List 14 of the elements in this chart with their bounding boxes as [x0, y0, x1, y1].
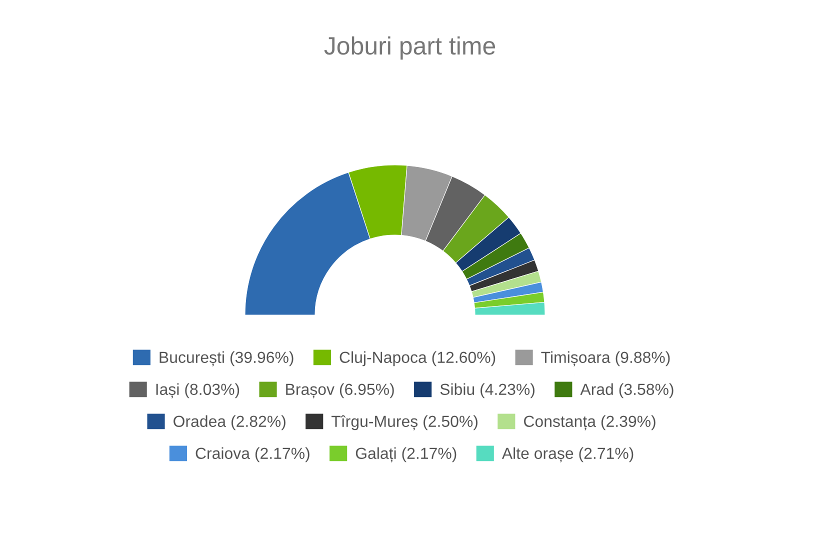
legend-label: Arad (3.58%): [580, 383, 674, 398]
legend-label: Craiova (2.17%): [196, 447, 310, 462]
legend-label: Sibiu (4.23%): [440, 383, 534, 398]
legend-label: Tîrgu-Mureș (2.50%): [332, 415, 478, 430]
chart-title: Joburi part time: [324, 36, 496, 60]
legend-label: Timișoara (9.88%): [541, 351, 670, 366]
legend-label: Cluj-Napoca (12.60%): [340, 351, 496, 366]
legend-label: Galați (2.17%): [356, 447, 456, 462]
legend-label: București (39.96%): [160, 351, 294, 366]
legend-label: Oradea (2.82%): [174, 415, 286, 430]
legend-label: Brașov (6.95%): [286, 383, 394, 398]
legend-label: Alte orașe (2.71%): [502, 447, 634, 462]
legend-label: Constanța (2.39%): [524, 415, 656, 430]
legend-label: Iași (8.03%): [156, 383, 240, 398]
